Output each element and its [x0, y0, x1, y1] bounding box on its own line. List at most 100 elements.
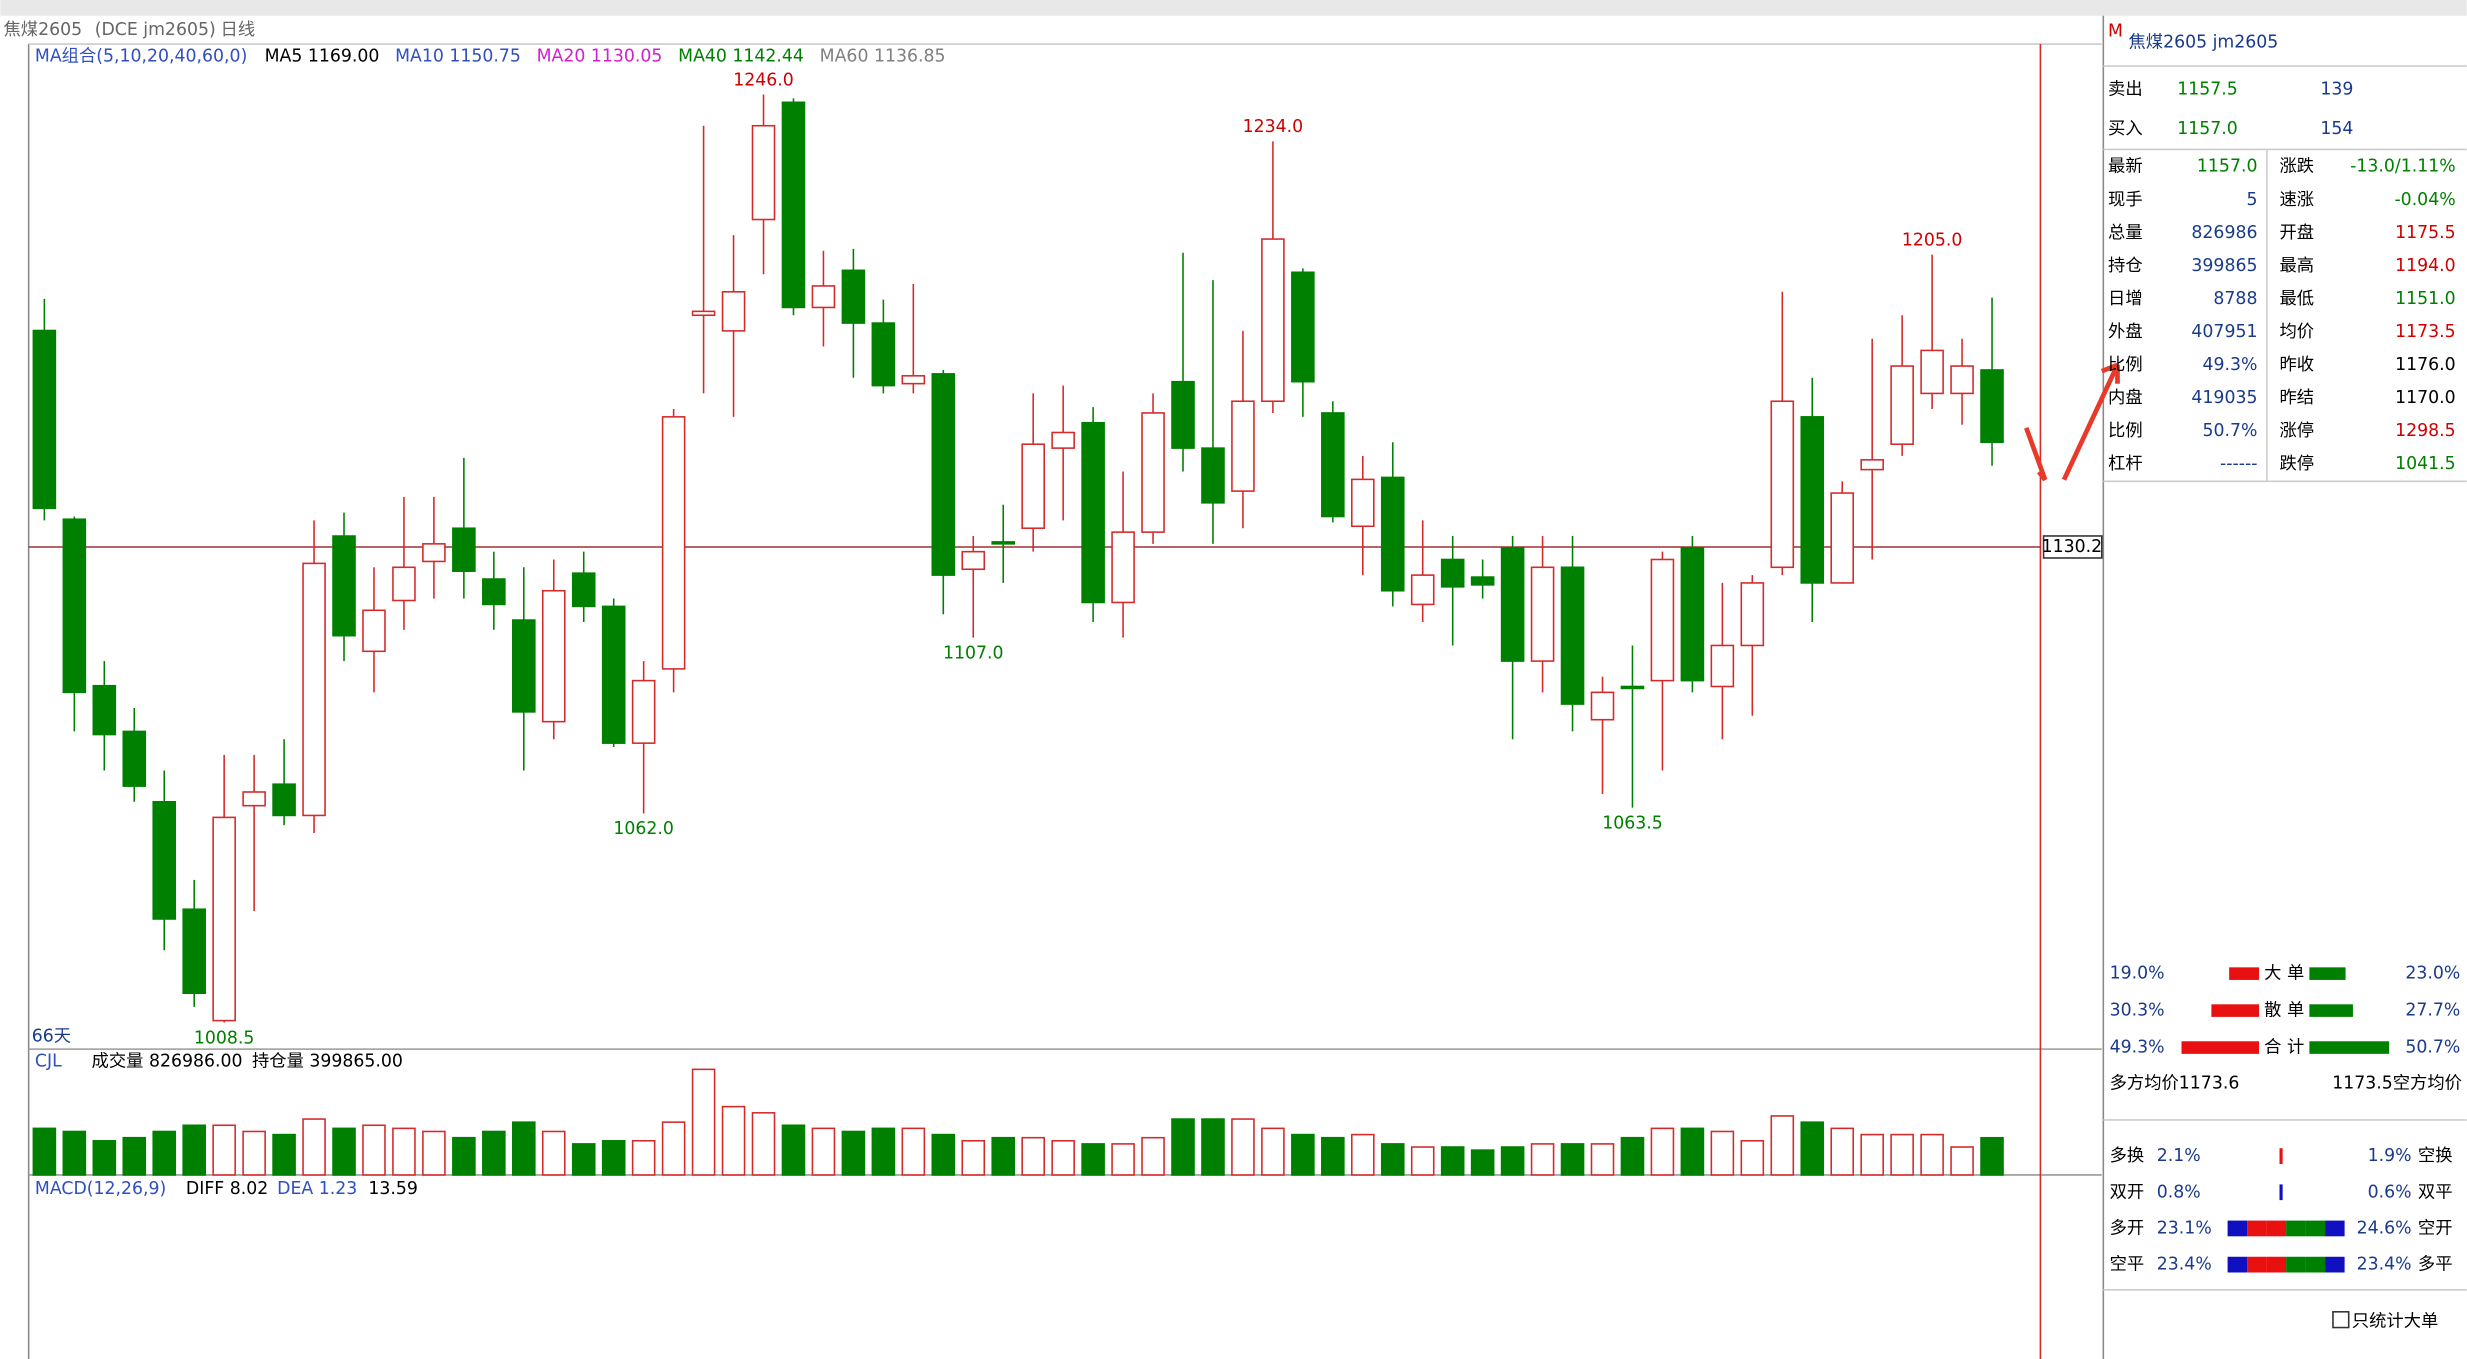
volume-bar	[1350, 1133, 1375, 1176]
volume-bar	[1321, 1136, 1345, 1176]
volume-bar	[901, 1127, 926, 1176]
candle-body	[1710, 644, 1735, 688]
candle-body	[1021, 443, 1045, 530]
volume-bar	[1440, 1146, 1465, 1176]
volume-bar	[1590, 1143, 1615, 1176]
volume-bar	[1740, 1140, 1765, 1176]
candle-body	[1051, 431, 1075, 449]
quote-value: 1194.0	[2395, 256, 2456, 276]
volume-bar	[1680, 1127, 1705, 1176]
panel-title: CJL	[35, 1052, 62, 1072]
pos-block	[2286, 1220, 2306, 1237]
volume-bar	[931, 1133, 956, 1176]
toolbar[interactable]	[0, 0, 2467, 16]
candle-body	[452, 527, 476, 572]
volume-bar	[1081, 1143, 1105, 1176]
candle-body	[1111, 531, 1135, 604]
long-avg: 多方均价1173.6	[2110, 1074, 2240, 1094]
candle-body	[1261, 238, 1285, 403]
candle-body	[242, 791, 266, 807]
quote-value: 1176.0	[2395, 355, 2456, 375]
volume-bar	[512, 1121, 536, 1176]
candle-body	[1740, 582, 1765, 647]
candle-body	[1380, 476, 1405, 592]
quote-value: 419035	[2191, 388, 2257, 408]
volume-bar	[362, 1124, 386, 1176]
pos-value: 23.4%	[2157, 1255, 2212, 1275]
panel-title: MACD(12,26,9)	[35, 1179, 166, 1199]
quote-value: ------	[2220, 454, 2257, 474]
candle-body	[1800, 416, 1825, 584]
quote-label: 日增	[2108, 289, 2143, 309]
volume-bar	[152, 1130, 177, 1176]
volume-bar	[32, 1127, 57, 1176]
candle-body	[1350, 478, 1375, 528]
candle-body	[871, 322, 896, 387]
candle-body	[62, 518, 87, 694]
volume-bar	[452, 1136, 476, 1176]
candle-body	[841, 269, 866, 324]
sell-pct: 27.7%	[2405, 1001, 2460, 1021]
candle-body	[302, 562, 326, 817]
candle-body	[691, 310, 716, 317]
price-annotation: 1205.0	[1902, 231, 1963, 251]
candle-body	[1590, 691, 1615, 721]
pos-block	[2305, 1256, 2326, 1273]
volume-bar	[661, 1121, 686, 1176]
price-annotation: 1062.0	[613, 819, 674, 839]
volume-bar	[1021, 1136, 1045, 1176]
volume-bar	[422, 1130, 446, 1176]
candle-body	[541, 589, 566, 723]
pos-block	[2325, 1220, 2345, 1237]
price-annotation: 1107.0	[943, 643, 1004, 663]
volume-bar	[1291, 1133, 1315, 1176]
sell-bar	[2309, 1004, 2353, 1017]
buy-pct: 30.3%	[2110, 1001, 2165, 1021]
buy-bar	[2181, 1041, 2260, 1054]
checkbox[interactable]	[2332, 1311, 2350, 1329]
candle-body	[92, 684, 117, 736]
volume-bar	[1860, 1133, 1884, 1176]
volume-bar	[841, 1130, 866, 1176]
candle-body	[1980, 369, 2004, 444]
quote-value: -0.04%	[2394, 190, 2455, 210]
ask-price: 1157.5	[2177, 80, 2238, 100]
volume-bar	[781, 1124, 806, 1176]
candle-body	[1620, 685, 1645, 690]
quote-label: 比例	[2108, 355, 2143, 375]
quote-value: 1173.5	[2395, 322, 2456, 342]
candle-body	[811, 285, 836, 309]
pos-label: 多换	[2110, 1146, 2145, 1166]
period: 日线	[221, 20, 256, 40]
volume-bar	[721, 1105, 746, 1176]
volume-bar	[1980, 1136, 2004, 1176]
candle-body	[1650, 558, 1675, 682]
candle-body	[1830, 492, 1855, 584]
pos-label: 空开	[2418, 1218, 2453, 1238]
pos-block	[2227, 1220, 2248, 1237]
pos-block	[2227, 1256, 2248, 1273]
candle-body	[1141, 412, 1165, 533]
volume-bar	[1560, 1143, 1585, 1176]
volume-bar	[571, 1143, 596, 1176]
quote-value: 50.7%	[2203, 421, 2258, 441]
volume-bar	[1950, 1146, 1974, 1176]
quote-label: 总量	[2108, 223, 2143, 243]
price-annotation: 1234.0	[1243, 117, 1304, 137]
span-label: 66天	[32, 1027, 71, 1047]
volume-bar	[1380, 1143, 1405, 1176]
volume-bar	[1770, 1115, 1795, 1176]
legend-item: MA5 1169.00	[265, 47, 380, 67]
quote-value: 1170.0	[2395, 388, 2456, 408]
candle-body	[1201, 447, 1225, 504]
pos-label: 空换	[2418, 1146, 2453, 1166]
candle-body	[991, 541, 1016, 545]
arrow-annotation	[2024, 362, 2120, 482]
volume-bar	[332, 1127, 356, 1176]
volume-bar	[811, 1127, 836, 1176]
volume-bar	[691, 1068, 716, 1176]
pos-block	[2286, 1256, 2306, 1273]
volume-text: 成交量 826986.00	[92, 1052, 243, 1072]
exchange: (DCE jm2605)	[95, 20, 216, 40]
